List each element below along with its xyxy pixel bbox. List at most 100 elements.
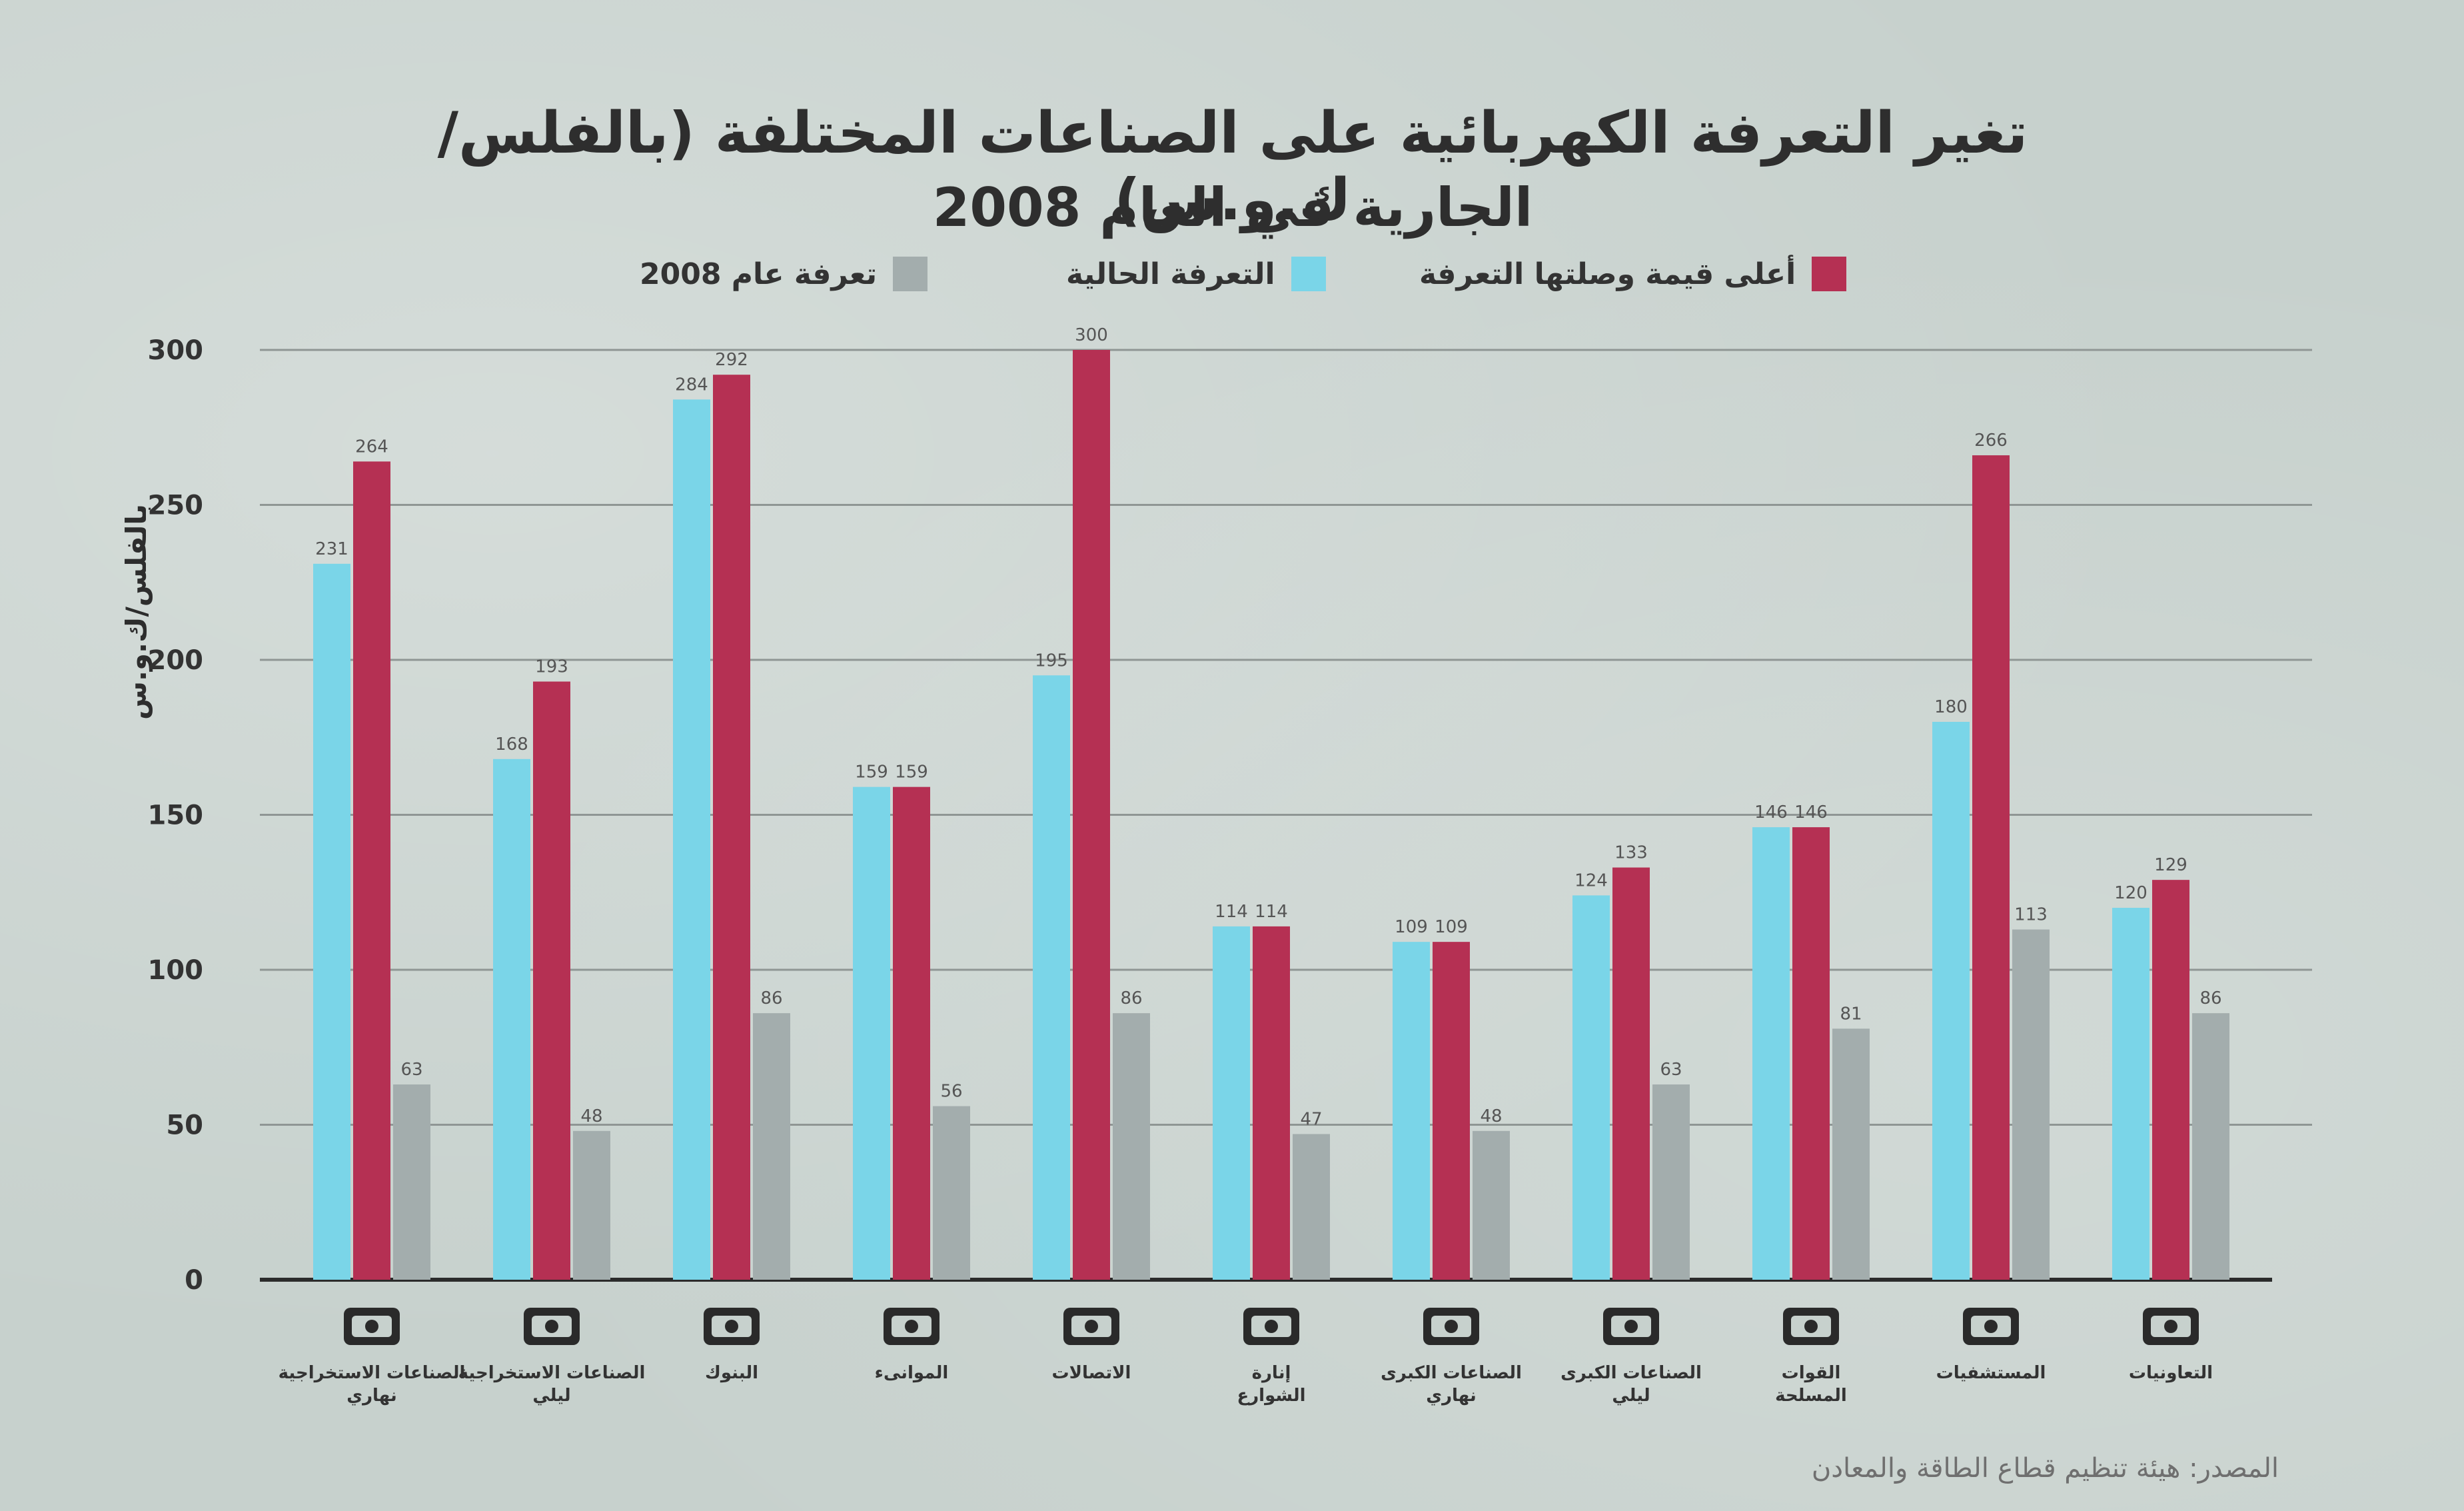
data-label-tariff2008: 63 (400, 1060, 422, 1080)
data-label-current: 284 (675, 375, 708, 395)
y-tick-label: 100 (148, 955, 204, 986)
bar-current (493, 758, 530, 1280)
bar-tariff2008 (573, 1130, 610, 1280)
data-label-highest: 146 (1794, 802, 1828, 822)
bar-highest (353, 461, 390, 1280)
data-label-current: 109 (1395, 917, 1428, 937)
data-label-highest: 109 (1435, 917, 1468, 937)
chart-subtitle: الجارية في العام 2008 (932, 177, 1533, 239)
bar-tariff2008 (393, 1084, 430, 1280)
bar-highest (1972, 455, 2010, 1280)
x-tick-label: الصناعات الاستخراجية ليلي (458, 1363, 646, 1406)
bar-highest (1792, 827, 1830, 1280)
data-label-current: 120 (2114, 883, 2148, 903)
data-label-tariff2008: 113 (2014, 905, 2048, 925)
legend-label-current: التعرفة الحالية (1066, 257, 1275, 291)
x-tick-label-line: المستشفيات (1936, 1363, 2046, 1383)
x-tick-label-line: القوات (1782, 1363, 1841, 1383)
banknote-icon (704, 1308, 760, 1345)
y-tick-label: 50 (166, 1110, 203, 1141)
x-tick-label: الصناعات الكبرى ليلي (1560, 1363, 1702, 1406)
legend-label-highest: أعلى قيمة وصلتها التعرفة (1419, 257, 1796, 291)
bar-highest (893, 786, 930, 1280)
x-tick-label-line: إنارة (1252, 1363, 1291, 1383)
bar-current (2112, 908, 2150, 1280)
legend-item-highest: أعلى قيمة وصلتها التعرفة (1419, 257, 1847, 291)
army-emblem-icon (1783, 1308, 1839, 1345)
hospital-building-icon (1963, 1308, 2019, 1345)
bar-group: 180 266 113 (1932, 431, 2050, 1280)
data-label-tariff2008: 86 (1120, 988, 1142, 1008)
data-label-tariff2008: 48 (1480, 1106, 1502, 1126)
x-tick-label-line: المسلحة (1775, 1386, 1847, 1406)
bar-current (853, 786, 890, 1280)
bar-group: 109 109 48 (1393, 917, 1510, 1280)
legend-swatch-tariff2008 (893, 257, 928, 291)
bar-tariff2008 (933, 1106, 970, 1280)
bar-group: 195 300 86 (1033, 325, 1150, 1280)
factory-sun-icon (1423, 1308, 1479, 1345)
data-label-highest: 193 (535, 657, 568, 677)
x-tick-label-line: الشوارع (1237, 1386, 1305, 1406)
bar-current (1393, 942, 1430, 1280)
telephone-icon (1063, 1308, 1119, 1345)
y-tick-label: 300 (148, 335, 204, 366)
bar-highest (1433, 942, 1470, 1280)
data-label-highest: 159 (895, 762, 928, 782)
x-tick-label: الاتصالات (1052, 1363, 1131, 1383)
x-tick-label-line: ليلي (532, 1386, 570, 1406)
bar-highest (713, 375, 750, 1280)
x-tick-label-line: نهاري (1426, 1386, 1477, 1406)
bar-tariff2008 (1832, 1028, 1870, 1280)
y-tick-label: 250 (148, 491, 204, 521)
legend-label-tariff2008: تعرفة عام 2008 (640, 257, 878, 291)
data-label-tariff2008: 86 (2199, 988, 2221, 1008)
x-tick-label: المستشفيات (1936, 1363, 2046, 1383)
y-tick-label: 150 (148, 800, 204, 831)
y-tick-label: 200 (148, 645, 204, 676)
bar-group: 231 264 63 (313, 437, 430, 1280)
x-tick-label: البنوك (705, 1363, 758, 1383)
data-label-highest: 129 (2154, 855, 2187, 875)
excavator-sun-icon (344, 1308, 400, 1345)
x-tick-label-line: ليلي (1612, 1386, 1650, 1406)
data-label-current: 124 (1574, 870, 1608, 890)
x-tick-label-line: الصناعات الكبرى (1560, 1363, 1702, 1383)
x-tick-label-line: نهاري (346, 1386, 397, 1406)
bar-group: 284 292 86 (673, 350, 790, 1280)
bar-tariff2008 (1293, 1134, 1330, 1280)
handshake-icon (2143, 1308, 2199, 1345)
x-tick-label-line: الصناعات الاستخراجية (279, 1363, 466, 1383)
x-tick-label: إنارة الشوارع (1237, 1363, 1305, 1406)
data-label-tariff2008: 86 (760, 988, 782, 1008)
legend-item-current: التعرفة الحالية (1066, 257, 1326, 291)
bar-group: 120 129 86 (2112, 855, 2229, 1280)
data-label-highest: 133 (1614, 843, 1648, 863)
data-label-highest: 266 (1974, 431, 2008, 451)
anchor-icon (884, 1308, 939, 1345)
excavator-moon-icon (524, 1308, 580, 1345)
legend-swatch-current (1291, 257, 1326, 291)
bar-tariff2008 (2012, 929, 2050, 1280)
data-label-highest: 114 (1255, 902, 1288, 922)
bar-highest (2152, 880, 2189, 1280)
bar-highest (1253, 926, 1290, 1280)
x-tick-label-line: التعاونيات (2129, 1363, 2213, 1383)
data-label-current: 180 (1934, 697, 1968, 717)
data-label-tariff2008: 63 (1660, 1060, 1682, 1080)
x-tick-label-line: البنوك (705, 1363, 758, 1383)
data-label-current: 159 (855, 762, 888, 782)
data-label-highest: 300 (1075, 325, 1108, 345)
bar-group: 159 159 56 (853, 762, 970, 1280)
legend-swatch-highest (1812, 257, 1847, 291)
chart-title: تغير التعرفة الكهربائية على الصناعات الم… (437, 100, 2028, 233)
bar-current (1213, 926, 1250, 1280)
x-tick-label: الصناعات الكبرى نهاري (1381, 1363, 1522, 1406)
data-label-tariff2008: 47 (1300, 1109, 1322, 1129)
data-label-highest: 264 (355, 437, 388, 457)
legend-item-tariff2008: تعرفة عام 2008 (640, 257, 928, 291)
x-tick-label: الصناعات الاستخراجية نهاري (279, 1363, 466, 1406)
x-tick-label: القوات المسلحة (1775, 1363, 1847, 1406)
data-label-current: 231 (315, 539, 348, 559)
